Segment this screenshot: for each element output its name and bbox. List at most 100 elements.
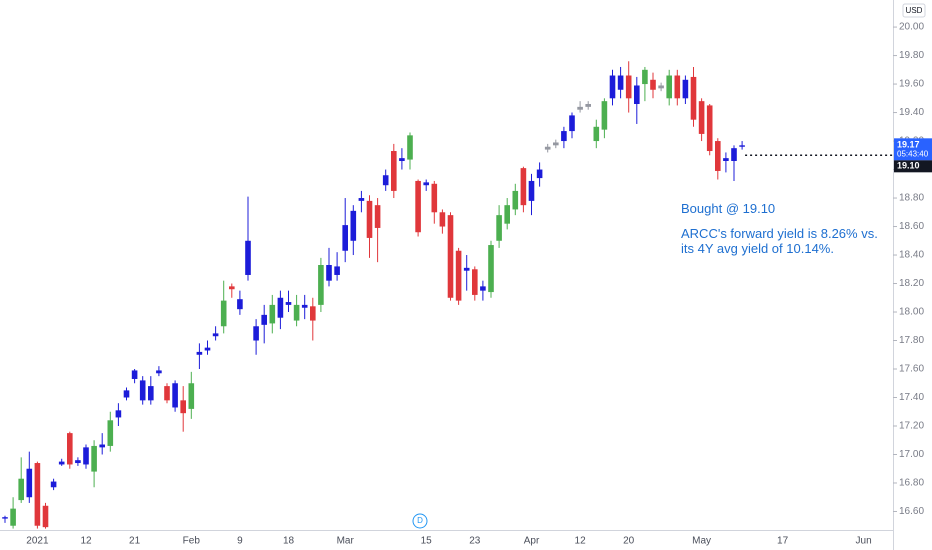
candle-body xyxy=(407,135,413,160)
candle-body xyxy=(212,333,219,337)
candle-body xyxy=(42,505,49,528)
candle-body xyxy=(698,101,705,134)
x-tick-label: Apr xyxy=(524,536,540,547)
candle-body xyxy=(301,304,308,308)
candle-body xyxy=(593,126,600,142)
candle-body xyxy=(366,200,373,238)
candle-body xyxy=(682,79,689,99)
candle-body xyxy=(2,517,8,519)
candle-body xyxy=(67,433,73,465)
candle-body xyxy=(666,75,672,99)
candle-body xyxy=(148,386,154,401)
x-tick-label: Mar xyxy=(337,536,355,547)
candle-body xyxy=(431,183,438,213)
candle-body xyxy=(447,215,454,298)
candle-body xyxy=(334,266,340,275)
candle-body xyxy=(520,168,527,206)
y-tick-label: 19.40 xyxy=(899,107,924,118)
candle-body xyxy=(156,370,162,374)
y-tick-label: 17.20 xyxy=(899,421,924,432)
currency: USD xyxy=(906,6,923,15)
candle-body xyxy=(423,182,429,186)
candle-body xyxy=(253,326,259,341)
candle-body xyxy=(293,304,300,321)
y-tick-label: 17.80 xyxy=(899,335,924,346)
candle-body xyxy=(123,390,130,398)
candle-body xyxy=(634,85,640,105)
candle-body xyxy=(650,79,656,90)
candle-body xyxy=(326,265,332,281)
y-tick-label: 18.60 xyxy=(899,221,924,232)
candle-body xyxy=(617,75,624,90)
x-tick-label: 15 xyxy=(421,536,433,547)
x-tick-label: 9 xyxy=(237,536,243,547)
candle-body xyxy=(642,69,648,85)
candle-body xyxy=(310,306,316,321)
candle-body xyxy=(455,250,462,301)
candle-body xyxy=(553,142,559,146)
candle-body xyxy=(196,351,203,355)
candle-body xyxy=(715,141,721,171)
y-tick-label: 17.40 xyxy=(899,392,924,403)
candle-body xyxy=(269,304,276,324)
currency-box xyxy=(902,3,926,18)
candle-body xyxy=(528,180,535,201)
candle-body xyxy=(399,158,405,161)
annotation: Bought @ 19.10 xyxy=(681,201,775,216)
candle-body xyxy=(237,299,243,310)
candle-body xyxy=(488,245,494,293)
candle-body xyxy=(496,215,502,241)
x-tick-label: Jun xyxy=(856,536,872,547)
candle-body xyxy=(245,240,251,275)
price-line-label: 19.10 xyxy=(897,161,920,171)
y-tick-label: 18.20 xyxy=(899,278,924,289)
candle-body xyxy=(131,370,138,379)
x-tick-label: Feb xyxy=(183,536,201,547)
x-tick-label: 20 xyxy=(623,536,635,547)
y-tick-label: 18.80 xyxy=(899,193,924,204)
candle-body xyxy=(544,146,551,150)
candle-body xyxy=(139,380,146,401)
candle-body xyxy=(577,106,583,110)
y-tick-label: 20.00 xyxy=(899,22,924,33)
y-tick-label: 16.80 xyxy=(899,478,924,489)
candle-body xyxy=(374,205,381,228)
candle-body xyxy=(285,302,292,305)
candle-body xyxy=(609,75,616,99)
event-marker[interactable]: D xyxy=(417,516,423,525)
candle-body xyxy=(58,461,65,465)
x-tick-label: 21 xyxy=(129,536,141,547)
candle-body xyxy=(585,104,591,107)
candle-body xyxy=(229,286,235,290)
candle-body xyxy=(277,297,284,318)
y-tick-label: 19.60 xyxy=(899,79,924,90)
candle-body xyxy=(480,286,486,291)
y-tick-label: 19.80 xyxy=(899,50,924,61)
x-tick-label: May xyxy=(692,536,711,547)
candle-body xyxy=(115,410,122,418)
candle-body xyxy=(107,420,114,446)
candle-body xyxy=(164,386,170,401)
candle-body xyxy=(658,85,664,89)
candle-body xyxy=(512,190,519,210)
y-tick-label: 18.00 xyxy=(899,307,924,318)
candle-body xyxy=(75,460,81,464)
candle-body xyxy=(204,347,211,351)
x-tick-label: 17 xyxy=(777,536,789,547)
candle-body xyxy=(561,131,567,142)
candle-body xyxy=(625,75,632,99)
event-marker-circle[interactable] xyxy=(412,513,428,529)
candle-body xyxy=(34,463,41,526)
candle-body xyxy=(50,481,57,488)
x-tick-label: 12 xyxy=(575,536,587,547)
candle-body xyxy=(99,444,105,448)
candle-body xyxy=(342,225,348,251)
candle-body xyxy=(188,383,195,409)
candle-body xyxy=(731,148,737,161)
candle-body xyxy=(26,468,33,498)
candle-body xyxy=(415,180,421,233)
last-price-box xyxy=(894,138,932,161)
candle-body xyxy=(18,478,24,501)
candle-body xyxy=(472,269,478,295)
